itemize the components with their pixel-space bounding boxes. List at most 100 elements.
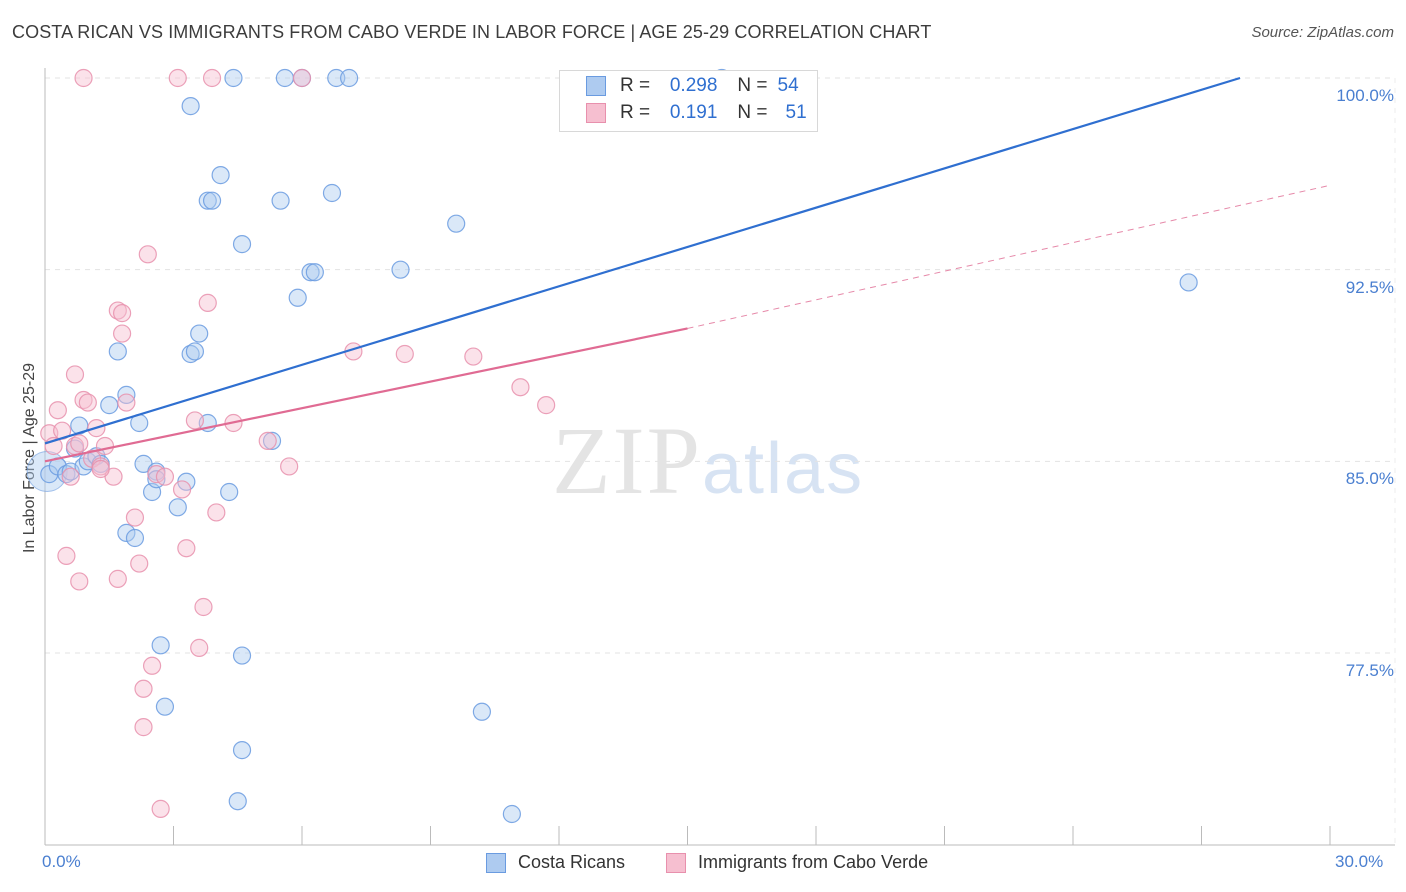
bottom-legend-swatch-blue bbox=[486, 852, 506, 873]
point-cabo-verde bbox=[108, 569, 127, 588]
point-cabo-verde bbox=[65, 365, 85, 384]
x-tick-label-min: 0.0% bbox=[42, 852, 81, 871]
bottom-legend-cabo-verde: Immigrants from Cabo Verde bbox=[666, 852, 928, 873]
point-cabo-verde bbox=[138, 245, 157, 264]
point-costa-ricans bbox=[271, 191, 290, 210]
point-costa-ricans bbox=[340, 68, 359, 88]
watermark-zip: ZIP bbox=[552, 407, 702, 514]
point-costa-ricans bbox=[301, 263, 320, 282]
legend-r-value: 0.298 bbox=[669, 75, 718, 96]
point-cabo-verde bbox=[258, 431, 277, 450]
legend-n-value: 54 bbox=[777, 75, 799, 96]
point-cabo-verde bbox=[130, 554, 149, 573]
point-cabo-verde bbox=[134, 679, 153, 698]
point-costa-ricans bbox=[447, 214, 466, 233]
point-cabo-verde bbox=[70, 434, 89, 453]
point-cabo-verde bbox=[198, 293, 217, 312]
point-cabo-verde bbox=[168, 68, 187, 88]
point-costa-ricans bbox=[232, 646, 252, 665]
legend-row-cabo-verde: R = 0.191 N = 51 bbox=[586, 101, 807, 125]
legend-n-label: N = bbox=[737, 75, 768, 96]
source-label: Source: ZipAtlas.com bbox=[1251, 24, 1394, 41]
point-cabo-verde bbox=[194, 597, 213, 617]
correlation-legend: R = 0.298 N = 54 R = 0.191 N = 51 bbox=[559, 70, 818, 132]
trendline-cabo-verde bbox=[44, 327, 688, 463]
point-costa-ricans bbox=[202, 191, 222, 210]
trendline-cabo-verde-extension bbox=[687, 184, 1331, 329]
bottom-legend-label: Immigrants from Cabo Verde bbox=[698, 852, 929, 872]
point-costa-ricans bbox=[472, 702, 491, 721]
point-costa-ricans bbox=[198, 191, 217, 210]
legend-r-value: 0.191 bbox=[669, 102, 718, 123]
y-tick-label: 85.0% bbox=[1345, 469, 1394, 489]
trendline-costa-ricans bbox=[44, 76, 1241, 445]
point-cabo-verde bbox=[185, 411, 205, 430]
point-costa-ricans bbox=[151, 636, 170, 655]
point-costa-ricans bbox=[327, 68, 346, 88]
point-cabo-verde bbox=[112, 324, 132, 343]
legend-r-label: R = bbox=[620, 102, 651, 123]
point-cabo-verde bbox=[142, 656, 162, 675]
point-costa-ricans bbox=[1179, 273, 1198, 292]
point-cabo-verde bbox=[177, 539, 196, 558]
point-cabo-verde bbox=[125, 508, 145, 527]
point-costa-ricans bbox=[181, 97, 200, 116]
legend-swatch-blue bbox=[586, 76, 606, 96]
legend-row-costa-ricans: R = 0.298 N = 54 bbox=[586, 74, 799, 98]
point-costa-ricans bbox=[228, 792, 247, 811]
point-costa-ricans bbox=[391, 260, 410, 279]
point-cabo-verde bbox=[95, 436, 115, 456]
point-costa-ricans bbox=[232, 741, 252, 760]
point-cabo-verde bbox=[78, 393, 97, 412]
point-costa-ricans bbox=[288, 288, 307, 307]
x-tick-label-max: 30.0% bbox=[1335, 852, 1384, 871]
point-costa-ricans bbox=[224, 68, 243, 88]
point-cabo-verde bbox=[91, 459, 110, 479]
point-costa-ricans bbox=[155, 697, 175, 716]
y-tick-label: 100.0% bbox=[1336, 86, 1394, 105]
point-cabo-verde bbox=[292, 68, 312, 88]
point-cabo-verde bbox=[172, 480, 192, 499]
point-costa-ricans bbox=[108, 342, 127, 361]
bottom-legend-swatch-pink bbox=[666, 852, 686, 873]
watermark: ZIPatlas bbox=[552, 405, 864, 516]
point-costa-ricans bbox=[220, 482, 239, 502]
point-costa-ricans bbox=[185, 342, 205, 361]
point-cabo-verde bbox=[207, 503, 226, 522]
point-costa-ricans bbox=[322, 183, 342, 203]
point-cabo-verde bbox=[155, 467, 175, 486]
point-cabo-verde bbox=[280, 457, 299, 476]
point-costa-ricans bbox=[275, 68, 294, 88]
point-costa-ricans bbox=[117, 523, 136, 542]
point-costa-ricans bbox=[117, 385, 136, 404]
point-cabo-verde bbox=[134, 718, 153, 737]
point-cabo-verde bbox=[464, 347, 483, 366]
bottom-legend-label: Costa Ricans bbox=[518, 852, 626, 872]
point-costa-ricans bbox=[262, 431, 282, 450]
point-costa-ricans bbox=[232, 235, 252, 254]
point-costa-ricans bbox=[100, 396, 119, 415]
legend-n-value: 51 bbox=[785, 102, 807, 123]
point-cabo-verde bbox=[70, 572, 89, 591]
y-tick-label: 77.5% bbox=[1345, 661, 1394, 680]
point-cabo-verde bbox=[61, 467, 80, 486]
point-cabo-verde bbox=[57, 546, 76, 565]
point-cabo-verde bbox=[151, 799, 170, 818]
point-cabo-verde bbox=[395, 344, 414, 364]
point-costa-ricans bbox=[502, 804, 521, 824]
point-cabo-verde bbox=[117, 393, 136, 412]
point-costa-ricans bbox=[168, 498, 187, 517]
point-cabo-verde bbox=[74, 68, 93, 88]
point-cabo-verde bbox=[48, 401, 67, 420]
point-cabo-verde bbox=[112, 304, 132, 323]
y-tick-label: 92.5% bbox=[1345, 277, 1394, 297]
point-costa-ricans bbox=[190, 324, 209, 343]
bottom-legend-costa-ricans: Costa Ricans bbox=[486, 852, 625, 873]
point-costa-ricans bbox=[211, 166, 230, 185]
point-costa-ricans bbox=[305, 263, 324, 282]
point-costa-ricans bbox=[125, 528, 145, 548]
legend-r-label: R = bbox=[620, 75, 651, 96]
watermark-atlas: atlas bbox=[702, 429, 865, 509]
point-cabo-verde bbox=[190, 638, 209, 657]
